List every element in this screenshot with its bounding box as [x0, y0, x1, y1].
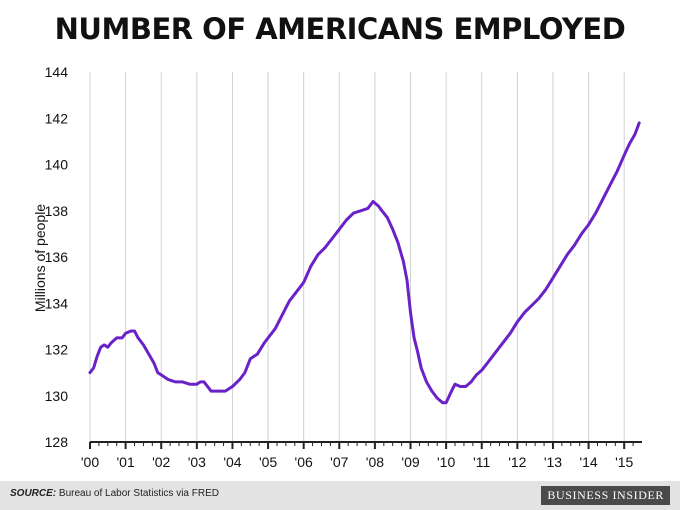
chart-title: NUMBER OF AMERICANS EMPLOYED — [54, 12, 626, 46]
source-label: SOURCE: — [10, 488, 57, 499]
x-tick-label: '08 — [366, 454, 384, 470]
series-line-employed — [88, 121, 641, 405]
grid-lines — [89, 72, 625, 442]
y-tick-label: 130 — [45, 388, 69, 404]
x-tick-label: '14 — [579, 454, 597, 470]
y-axis-ticks: 128 130 132 134 136 138 140 142 144 — [45, 64, 69, 450]
line-chart: 128 130 132 134 136 138 140 142 144 '00 '01 '02 '03… — [32, 64, 642, 470]
x-axis-ticks: '00 '01 '02 '03 '04 '05 '06 '07 '08 '09 '10 '11 '12 '… — [81, 442, 634, 470]
y-tick-label: 132 — [45, 342, 69, 358]
x-tick-label: '03 — [188, 454, 206, 470]
y-tick-label: 128 — [45, 434, 69, 450]
x-tick-label: '15 — [615, 454, 633, 470]
x-tick-label: '02 — [152, 454, 170, 470]
x-tick-label: '06 — [295, 454, 313, 470]
x-tick-label: '13 — [544, 454, 562, 470]
x-tick-label: '09 — [401, 454, 419, 470]
y-tick-label: 142 — [45, 110, 69, 126]
x-tick-label: '00 — [81, 454, 99, 470]
x-tick-label: '05 — [259, 454, 277, 470]
x-tick-label: '12 — [508, 454, 526, 470]
y-axis-label: Millions of people — [32, 204, 48, 312]
y-tick-label: 140 — [45, 157, 69, 173]
y-tick-label: 136 — [45, 249, 69, 265]
x-tick-label: '10 — [437, 454, 455, 470]
business-insider-logo: BUSINESS INSIDER — [541, 486, 670, 505]
x-tick-label: '07 — [330, 454, 348, 470]
x-tick-label: '11 — [473, 454, 490, 470]
y-tick-label: 144 — [45, 64, 69, 80]
x-tick-label: '01 — [116, 454, 134, 470]
source-text: Bureau of Labor Statistics via FRED — [58, 488, 219, 499]
y-tick-label: 138 — [45, 203, 69, 219]
series-layer — [88, 121, 641, 405]
footer: SOURCE: Bureau of Labor Statistics via F… — [0, 481, 680, 510]
y-tick-label: 134 — [45, 295, 69, 311]
source-note: SOURCE: Bureau of Labor Statistics via F… — [10, 488, 219, 499]
x-tick-label: '04 — [223, 454, 241, 470]
